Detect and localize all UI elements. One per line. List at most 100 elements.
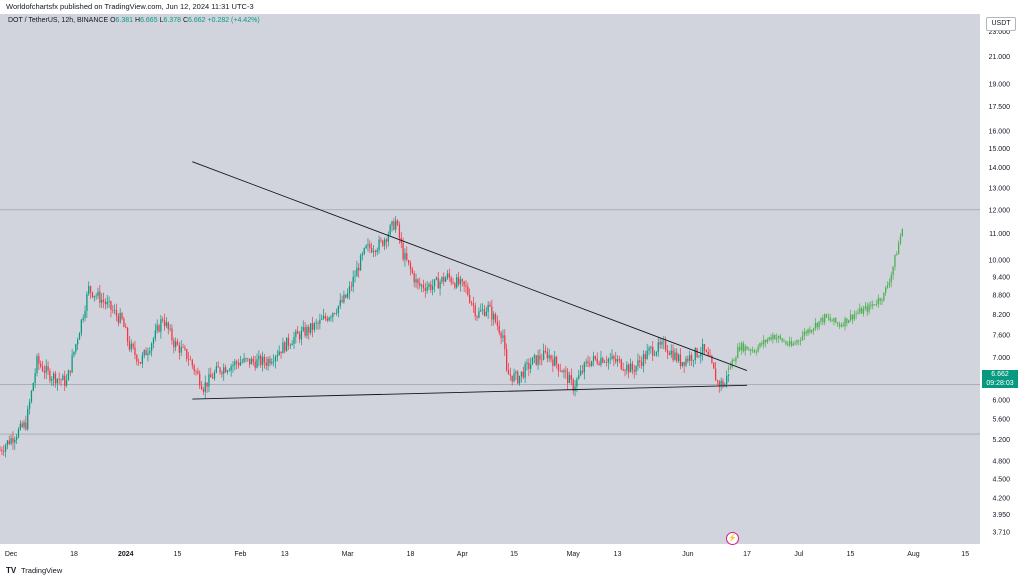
candle-body	[204, 382, 206, 392]
candle-body	[219, 367, 221, 373]
projection-candle-body	[785, 341, 787, 344]
candle-body	[130, 343, 132, 350]
candle-body	[178, 344, 181, 353]
candle-body	[541, 359, 543, 361]
candle-body	[681, 362, 683, 366]
candle-body	[19, 423, 21, 430]
projection-candle-body	[774, 334, 776, 340]
candle-body	[136, 354, 138, 362]
candle-body	[522, 371, 524, 378]
currency-button[interactable]: USDT	[986, 17, 1016, 31]
candle-body	[700, 353, 702, 357]
candle-body	[720, 380, 722, 386]
x-tick-label: Aug	[907, 551, 920, 558]
candle-body	[387, 234, 389, 242]
projection-candle-body	[807, 329, 809, 334]
projection-candle-body	[748, 349, 750, 351]
time-axis[interactable]	[0, 544, 1024, 562]
candle-body	[570, 375, 573, 380]
price-axis[interactable]	[980, 14, 1024, 544]
x-tick-label: 17	[743, 551, 751, 558]
projection-candle-body	[836, 322, 839, 324]
projection-candle-body	[872, 304, 874, 306]
candle-body	[432, 286, 434, 290]
projection-candle-body	[814, 322, 817, 329]
candle-body	[361, 253, 364, 256]
lightning-icon[interactable]: ⚡	[726, 532, 739, 545]
candle-body	[515, 371, 517, 374]
candle-body	[82, 317, 84, 320]
candle-body	[276, 355, 279, 357]
chart-plot-area[interactable]	[0, 14, 980, 544]
candle-body	[587, 361, 589, 364]
candle-body	[572, 379, 574, 392]
candle-body	[17, 429, 20, 438]
candle-body	[480, 310, 482, 312]
candle-body	[661, 341, 663, 345]
symbol-label[interactable]: DOT / TetherUS, 12h, BINANCE	[8, 17, 109, 24]
candle-body	[311, 323, 314, 330]
candle-body	[260, 355, 262, 366]
candle-body	[707, 351, 709, 356]
candle-body	[99, 291, 101, 303]
projection-candle-body	[877, 298, 879, 304]
projection-candle-body	[729, 366, 732, 369]
candle-body	[481, 309, 484, 311]
candle-body	[687, 358, 689, 361]
candle-body	[319, 319, 321, 324]
candle-body	[34, 373, 36, 384]
candle-body	[295, 331, 297, 337]
candle-body	[467, 286, 469, 295]
candle-body	[563, 370, 565, 373]
candle-body	[415, 279, 417, 283]
candle-body	[4, 445, 7, 452]
candle-body	[487, 304, 489, 312]
projection-candle-body	[885, 287, 887, 293]
candle-body	[583, 362, 585, 373]
candle-body	[330, 316, 332, 318]
candle-body	[334, 313, 336, 314]
projection-candle-body	[838, 323, 841, 327]
projection-candle-body	[766, 339, 769, 343]
candle-body	[511, 375, 513, 382]
candle-body	[646, 350, 648, 360]
projection-candle-body	[755, 351, 757, 353]
candle-body	[650, 346, 652, 349]
candle-body	[642, 354, 645, 366]
candle-body	[713, 362, 715, 369]
candle-body	[393, 221, 395, 230]
candle-body	[498, 325, 500, 333]
candle-body	[237, 363, 240, 366]
candle-body	[226, 370, 229, 373]
candle-body	[293, 336, 295, 344]
projection-candle-body	[890, 275, 892, 283]
candle-body	[243, 358, 245, 362]
candle-body	[528, 362, 530, 369]
candle-body	[273, 361, 275, 362]
candle-body	[234, 361, 236, 365]
candle-body	[633, 369, 635, 372]
candle-body	[119, 313, 121, 323]
candle-body	[592, 356, 595, 361]
candle-body	[15, 437, 18, 440]
candle-body	[326, 318, 328, 321]
candle-body	[328, 317, 330, 321]
candle-body	[417, 279, 419, 284]
candle-body	[138, 361, 140, 363]
close-value: 6.662	[188, 17, 206, 24]
candle-body	[358, 267, 360, 271]
candle-body	[690, 355, 693, 361]
candle-body	[52, 373, 55, 380]
candle-body	[622, 368, 624, 371]
candle-body	[125, 327, 127, 329]
projection-candle-body	[798, 340, 800, 342]
candle-body	[685, 358, 687, 366]
candle-body	[23, 422, 25, 428]
candle-body	[261, 356, 264, 366]
x-tick-label: Jul	[794, 551, 803, 558]
candle-body	[224, 367, 227, 373]
candle-body	[533, 355, 536, 358]
candle-body	[456, 277, 458, 288]
candle-body	[184, 347, 186, 350]
